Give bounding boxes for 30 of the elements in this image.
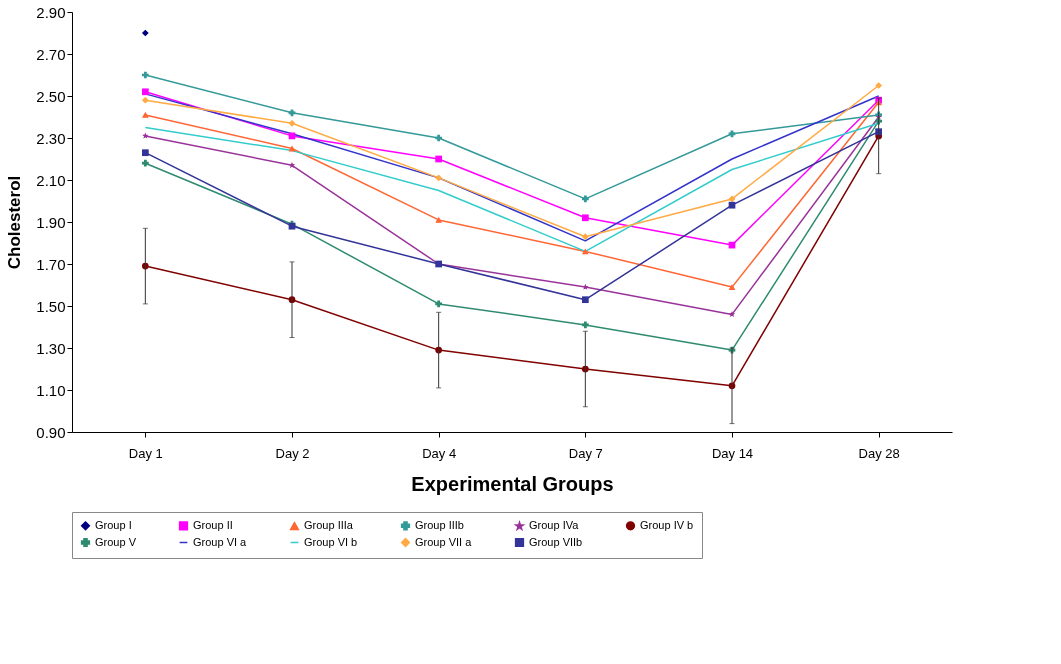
legend-label: Group IIIb bbox=[415, 518, 464, 531]
y-tick-label: 1.70 bbox=[36, 255, 66, 273]
x-axis-title: Experimental Groups bbox=[411, 472, 614, 495]
y-tick-label: 2.30 bbox=[36, 129, 66, 147]
legend-label: Group VI b bbox=[304, 535, 358, 548]
y-tick-label: 2.50 bbox=[36, 87, 66, 105]
y-tick-label: 0.90 bbox=[36, 423, 66, 441]
legend-label: Group VII a bbox=[415, 535, 473, 548]
legend-label: Group V bbox=[95, 535, 137, 548]
x-tick-label: Day 7 bbox=[568, 445, 603, 461]
y-tick-label: 2.10 bbox=[36, 171, 66, 189]
x-tick-label: Day 28 bbox=[858, 445, 900, 461]
legend-label: Group IIIa bbox=[304, 519, 354, 532]
y-tick-label: 2.70 bbox=[36, 45, 66, 63]
legend-label: Group II bbox=[193, 518, 233, 531]
y-tick-label: 2.90 bbox=[36, 3, 66, 21]
legend-label: Group I bbox=[95, 518, 132, 531]
y-tick-label: 1.50 bbox=[36, 297, 66, 315]
y-axis-title: Cholesterol bbox=[5, 175, 25, 270]
legend-label: Group VI a bbox=[193, 535, 248, 548]
y-tick-label: 1.10 bbox=[36, 381, 66, 399]
legend-label: Group VIIb bbox=[529, 535, 583, 548]
y-tick-label: 1.90 bbox=[36, 213, 66, 231]
y-tick-label: 1.30 bbox=[36, 339, 66, 357]
x-tick-label: Day 1 bbox=[128, 445, 163, 461]
legend-label: Group IV b bbox=[640, 518, 694, 531]
x-tick-label: Day 2 bbox=[275, 445, 310, 461]
x-tick-label: Day 4 bbox=[422, 445, 457, 461]
legend-label: Group IVa bbox=[529, 519, 580, 532]
x-tick-label: Day 14 bbox=[711, 445, 754, 461]
